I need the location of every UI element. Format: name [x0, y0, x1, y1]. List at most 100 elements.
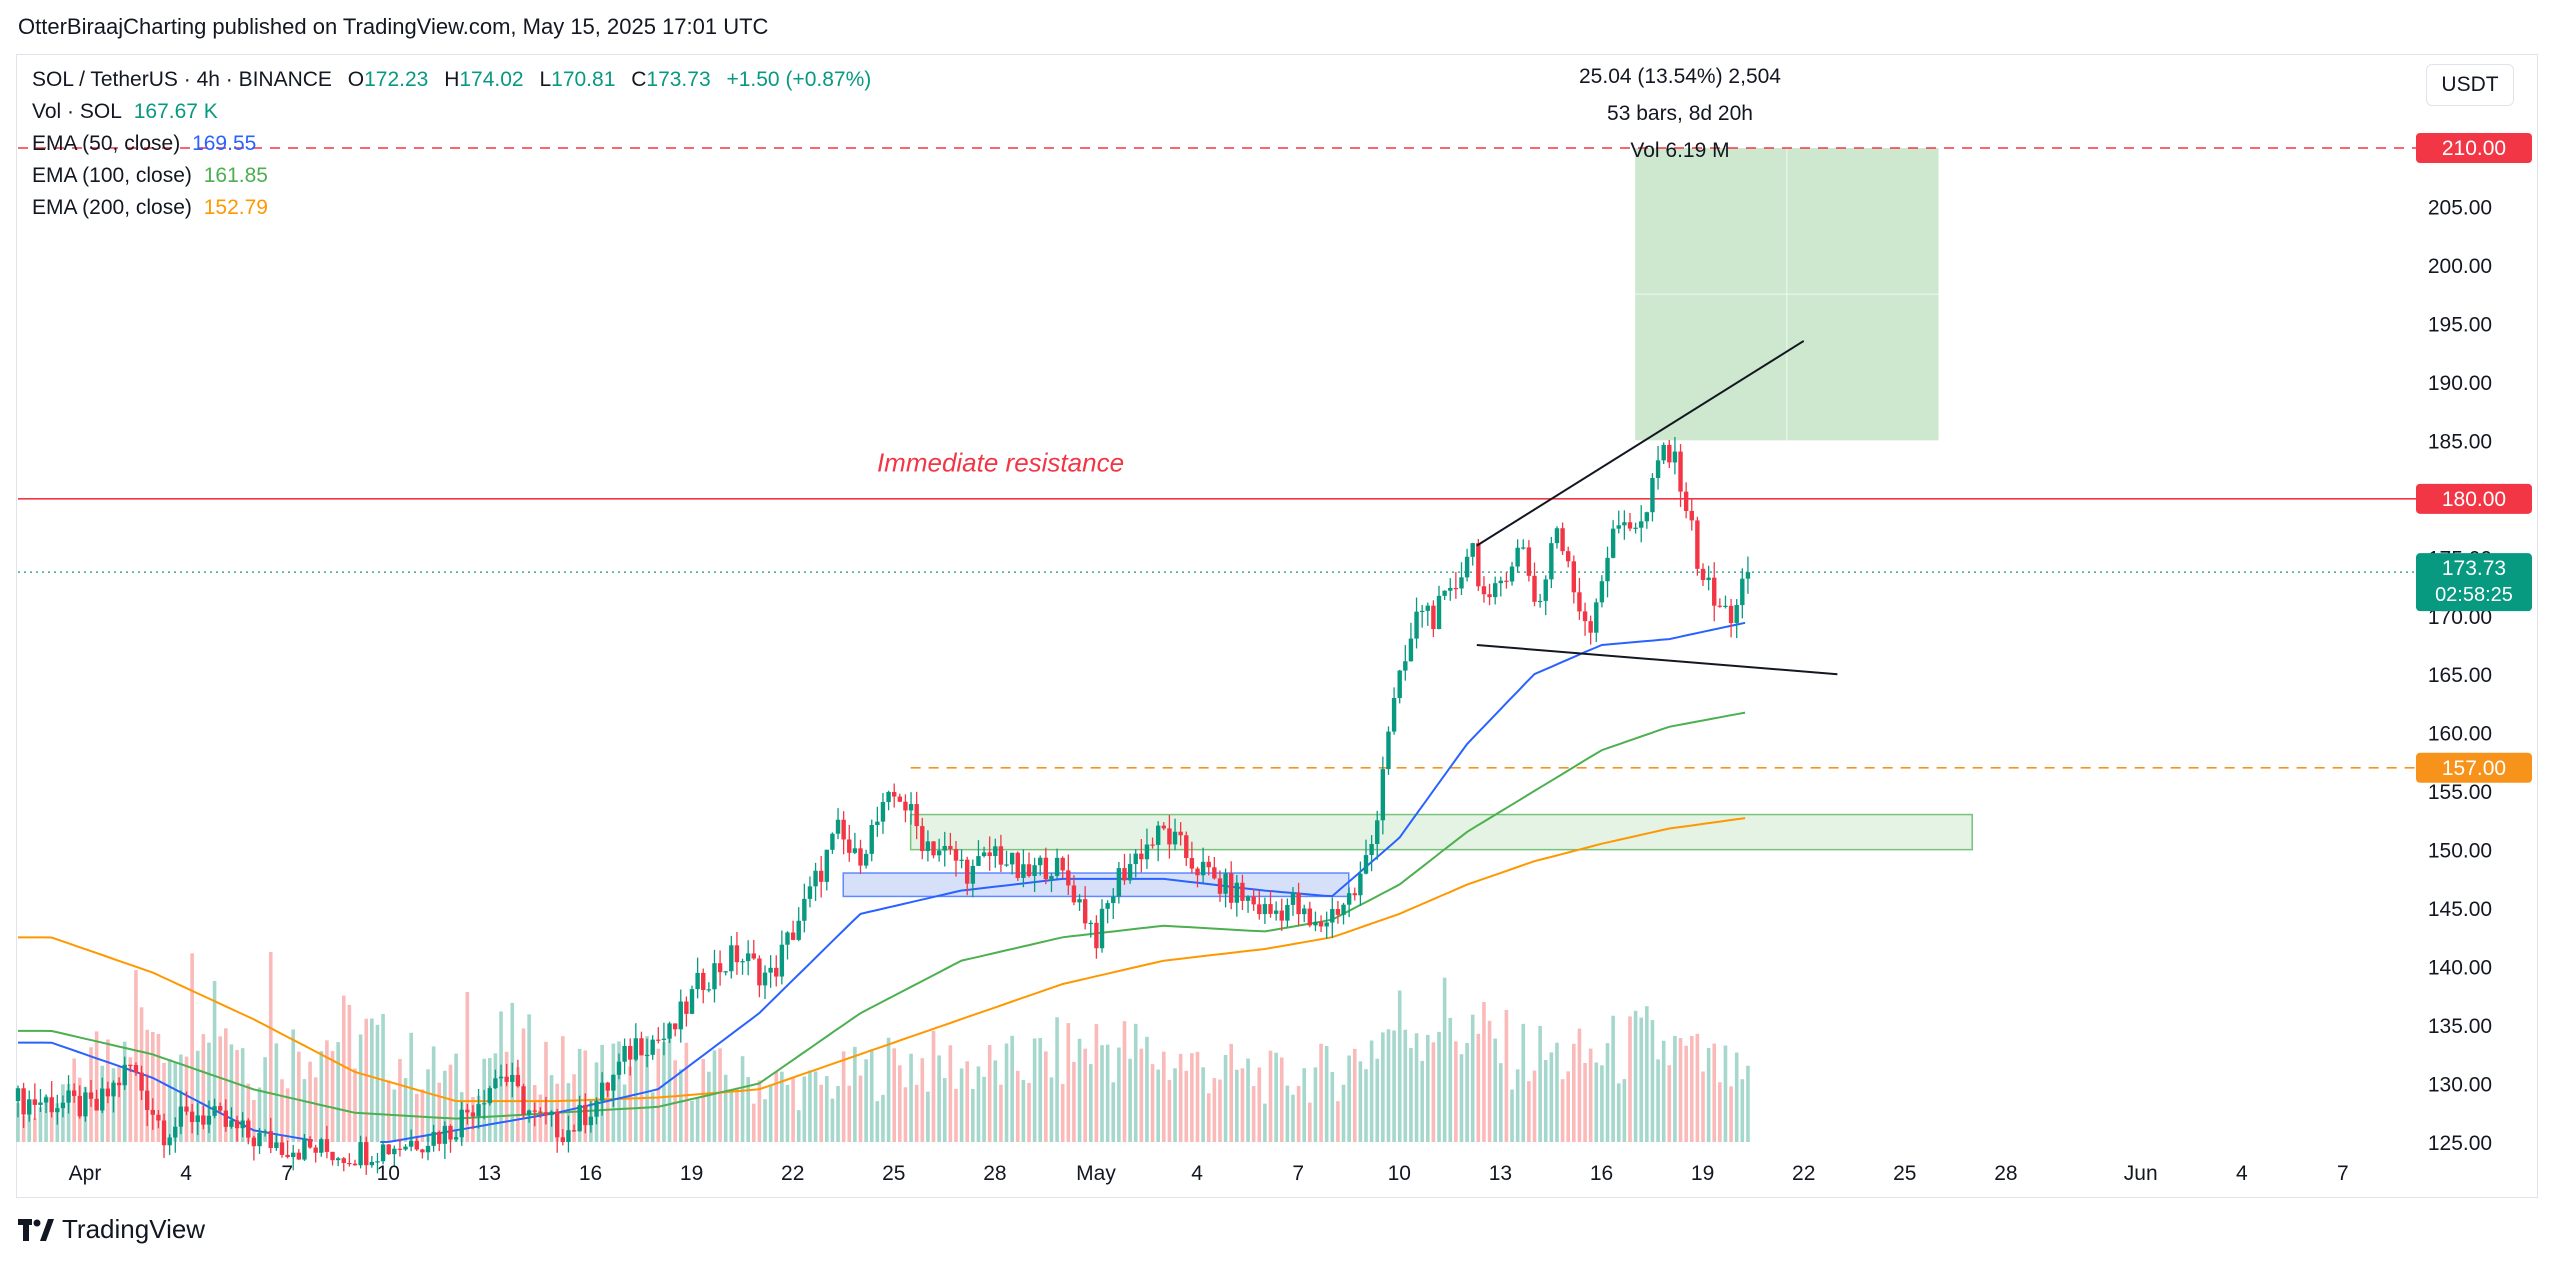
candle-body [369, 1161, 375, 1166]
legend-ema200-row[interactable]: EMA (200, close) 152.79 [32, 192, 871, 224]
candle-body [695, 972, 700, 990]
candle-body [195, 1115, 200, 1122]
legend-symbol: SOL / TetherUS · 4h · BINANCE [32, 68, 332, 91]
volume-bar [830, 1098, 835, 1142]
volume-bar [656, 1048, 661, 1142]
candle-body [1644, 512, 1650, 522]
legend-ema100-row[interactable]: EMA (100, close) 161.85 [32, 160, 871, 192]
price-label-210.00: 210.00 [2442, 137, 2506, 160]
candle-body [847, 839, 852, 853]
price-label-bg-210.00 [2416, 133, 2532, 163]
candle-body [1431, 605, 1436, 630]
candle-body [1414, 611, 1419, 639]
volume-bar [297, 1051, 301, 1142]
candle-body [875, 821, 880, 826]
volume-bar [414, 1093, 419, 1142]
volume-bar [325, 1040, 329, 1142]
candle-body [1369, 843, 1374, 856]
volume-bar [426, 1069, 430, 1142]
time-tick: 7 [2337, 1162, 2349, 1185]
volume-bar [1633, 1010, 1638, 1142]
candle-body [543, 1112, 549, 1116]
measure-box-info: 25.04 (13.54%) 2,504 53 bars, 8d 20h Vol… [1530, 58, 1830, 169]
candle-body [566, 1130, 571, 1143]
candle-body [1498, 580, 1503, 584]
candle-body [510, 1074, 515, 1082]
candle-body [1082, 899, 1088, 924]
price-tick: 155.00 [2428, 781, 2492, 804]
volume-bar [987, 1044, 992, 1142]
candle-body [268, 1131, 273, 1149]
volume-bar [735, 1087, 739, 1142]
volume-bar [195, 1050, 200, 1142]
candle-body [914, 804, 919, 827]
volume-bar [1538, 1025, 1542, 1142]
volume-bar [662, 1042, 666, 1142]
candle-body [1358, 873, 1363, 896]
volume-bar [1229, 1043, 1233, 1142]
candle-body [274, 1142, 279, 1149]
volume-bar [527, 1014, 531, 1142]
price-label-bg-173.73 [2416, 553, 2532, 612]
footer-brand[interactable]: TradingView [18, 1214, 205, 1245]
candle-body [717, 963, 723, 973]
volume-bar [757, 1080, 762, 1142]
candle-body [1425, 605, 1430, 611]
currency-button[interactable]: USDT [2426, 64, 2514, 106]
candle-body [1223, 873, 1228, 894]
candle-body [1492, 583, 1498, 598]
price-tick: 165.00 [2428, 664, 2492, 687]
volume-bar [909, 1053, 913, 1142]
volume-bar [1594, 1062, 1599, 1142]
candle-body [1560, 528, 1565, 552]
candle-body [313, 1147, 318, 1153]
volume-bar [712, 1050, 717, 1142]
candle-body [375, 1161, 380, 1163]
price-tick: 150.00 [2428, 840, 2492, 863]
candle-body [330, 1151, 335, 1161]
volume-bar [1324, 1045, 1329, 1142]
volume-bar [353, 1068, 357, 1142]
volume-bar [847, 1085, 852, 1142]
time-tick: 13 [478, 1162, 501, 1185]
candle-body [594, 1100, 599, 1117]
volume-bar [246, 1083, 251, 1142]
volume-bar [796, 1110, 801, 1142]
time-tick: 16 [1590, 1162, 1613, 1185]
candle-body [386, 1144, 391, 1155]
candle-body [206, 1115, 212, 1125]
volume-bar [982, 1076, 986, 1142]
candle-body [341, 1158, 346, 1163]
volume-bar [1572, 1043, 1576, 1142]
candles [15, 436, 1751, 1175]
volume-bar [403, 1078, 408, 1142]
candle-body [886, 791, 891, 803]
candle-body [925, 841, 931, 852]
horizontal-lines [18, 147, 2418, 769]
candle-body [1419, 610, 1425, 613]
candle-body [335, 1158, 341, 1161]
legend-low: 170.81 [551, 68, 616, 91]
candle-body [352, 1163, 358, 1166]
candle-body [223, 1110, 229, 1127]
candle-body [987, 852, 992, 857]
volume-bar [1257, 1067, 1262, 1142]
volume-bar [1122, 1021, 1127, 1142]
candle-body [644, 1054, 650, 1057]
volume-bar [1746, 1065, 1750, 1142]
candle-body [178, 1106, 184, 1127]
candle-body [319, 1139, 324, 1153]
candle-body [392, 1148, 397, 1155]
legend-ema50-row[interactable]: EMA (50, close) 169.55 [32, 128, 871, 160]
volume-bar [948, 1045, 953, 1142]
volume-bar [1414, 1033, 1419, 1142]
candle-body [1285, 904, 1290, 921]
volume-bar [1493, 1038, 1497, 1142]
candle-body [1212, 867, 1217, 879]
volume-bar [1279, 1057, 1284, 1142]
candle-body [358, 1142, 363, 1166]
candle-body [71, 1090, 77, 1096]
candle-body [1537, 600, 1543, 603]
candle-body [1178, 831, 1183, 836]
